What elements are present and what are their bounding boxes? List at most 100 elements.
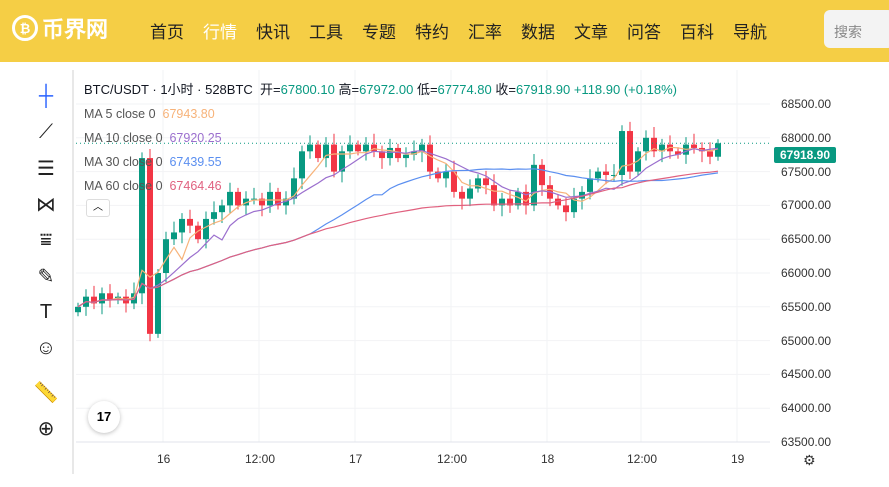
nav-item[interactable]: 数据 [521,23,555,42]
ma-legend-row: MA 10 close 0 67920.25 [84,131,222,146]
ma-label: MA 5 close 0 [84,107,156,121]
candle-body [315,144,321,159]
candle-body [443,171,449,179]
nav-item[interactable]: 问答 [627,23,661,42]
search-input[interactable]: 搜索 [824,10,889,48]
candle-body [371,144,377,152]
open-value: 67800.10 [280,82,335,97]
candle-body [211,212,217,219]
candle-body [587,178,593,192]
trend-line-icon[interactable]: ⟋ [39,120,53,143]
candle-body [275,191,281,206]
candle-body [235,191,241,206]
nav-item[interactable]: 专题 [362,23,396,42]
nav-item[interactable]: 特约 [415,23,449,42]
tradingview-logo[interactable]: 17 [88,401,120,433]
candle-body [203,218,209,240]
candle-body [379,151,385,159]
nav-item[interactable]: 导航 [733,23,767,42]
candle-body [411,151,417,155]
candle-body [427,144,433,172]
nav-item[interactable]: 快讯 [256,23,290,42]
candle-body [339,151,345,172]
nav-item[interactable]: 首页 [150,23,184,42]
ohlc-legend: BTC/USDT · 1小时 · 528BTC 开=67800.10 高=679… [84,82,677,98]
change-value: +118.90 (+0.18%) [573,82,677,97]
candle-body [139,158,145,294]
ma-value: 67943.80 [162,107,215,121]
candle-body [219,205,225,213]
text-icon[interactable]: T [39,300,53,323]
pattern-icon[interactable]: ⋈ [36,193,56,216]
y-tick-label: 63500.00 [781,435,832,449]
x-tick-label: 12:00 [245,452,276,466]
ma-legend-row: MA 30 close 0 67439.55 [84,155,222,170]
horizontal-lines-icon[interactable]: ☰ [37,157,55,180]
candle-body [99,293,105,304]
brush-icon[interactable]: ✎ [37,265,55,288]
settings-icon[interactable]: ⚙ [803,452,816,468]
y-tick-label: 65500.00 [781,299,832,314]
candle-body [147,158,153,334]
ma-label: MA 60 close 0 [84,179,163,193]
candle-body [251,198,257,200]
candle-body [499,198,505,206]
y-tick-label: 65000.00 [781,333,832,348]
x-tick-label: 17 [349,452,363,466]
nav-item[interactable]: 文章 [574,23,608,42]
candle-body [395,147,401,159]
candle-body [243,198,249,206]
main-nav: 首页 行情 快讯 工具 专题 特约 汇率 数据 文章 问答 百科 导航 [150,18,767,43]
ruler-icon[interactable]: 📏 [33,381,59,404]
y-tick-label: 64500.00 [781,367,832,382]
candle-body [627,131,633,172]
bitcoin-icon: ₿ [12,15,38,41]
x-tick-label: 19 [731,452,745,466]
nav-item[interactable]: 行情 [203,23,237,42]
candle-body [163,239,169,273]
nav-item[interactable]: 百科 [680,23,714,42]
toolbar-divider [72,70,74,474]
candle-body [619,131,625,175]
low-label: 低= [416,82,438,97]
nav-item[interactable]: 汇率 [468,23,502,42]
candle-body [715,143,721,157]
high-value: 67972.00 [359,82,414,97]
candle-body [523,191,529,206]
candle-body [331,144,337,172]
emoji-icon[interactable]: ☺ [35,336,57,359]
candle-body [563,205,569,213]
ma-legend-row: MA 5 close 0 67943.80 [84,107,215,122]
candle-body [171,232,177,240]
nav-item[interactable]: 工具 [309,23,343,42]
fib-icon[interactable]: ⩸ [39,228,53,251]
candle-body [579,191,585,199]
last-price-tag: 67918.90 [774,147,836,163]
candle-body [491,185,497,206]
y-tick-label: 64000.00 [781,401,832,416]
symbol-label: BTC/USDT · 1小时 · 528BTC [84,82,253,97]
candle-body [355,144,361,152]
top-bar: ₿ 币界网 首页 行情 快讯 工具 专题 特约 汇率 数据 文章 问答 百科 导航 搜索 [0,0,889,62]
ma-value: 67920.25 [169,131,222,145]
candle-body [611,174,617,176]
candle-body [555,198,561,206]
candle-body [691,144,697,148]
candle-body [475,178,481,189]
candle-body [451,171,457,192]
site-logo[interactable]: ₿ 币界网 [12,12,108,44]
ma-value: 67439.55 [169,155,222,169]
candle-body [659,144,665,152]
candle-body [75,306,81,313]
candle-body [515,191,521,206]
y-tick-label: 68500.00 [781,97,832,111]
candle-body [267,191,273,206]
collapse-legend-button[interactable]: ︿ [86,199,110,217]
candle-body [595,171,601,179]
zoom-in-icon[interactable]: ⊕ [37,417,55,440]
x-tick-label: 12:00 [627,452,658,466]
open-label: 开= [260,82,281,97]
y-tick-label: 67500.00 [781,164,832,179]
crosshair-icon[interactable]: ┼ [38,84,54,107]
